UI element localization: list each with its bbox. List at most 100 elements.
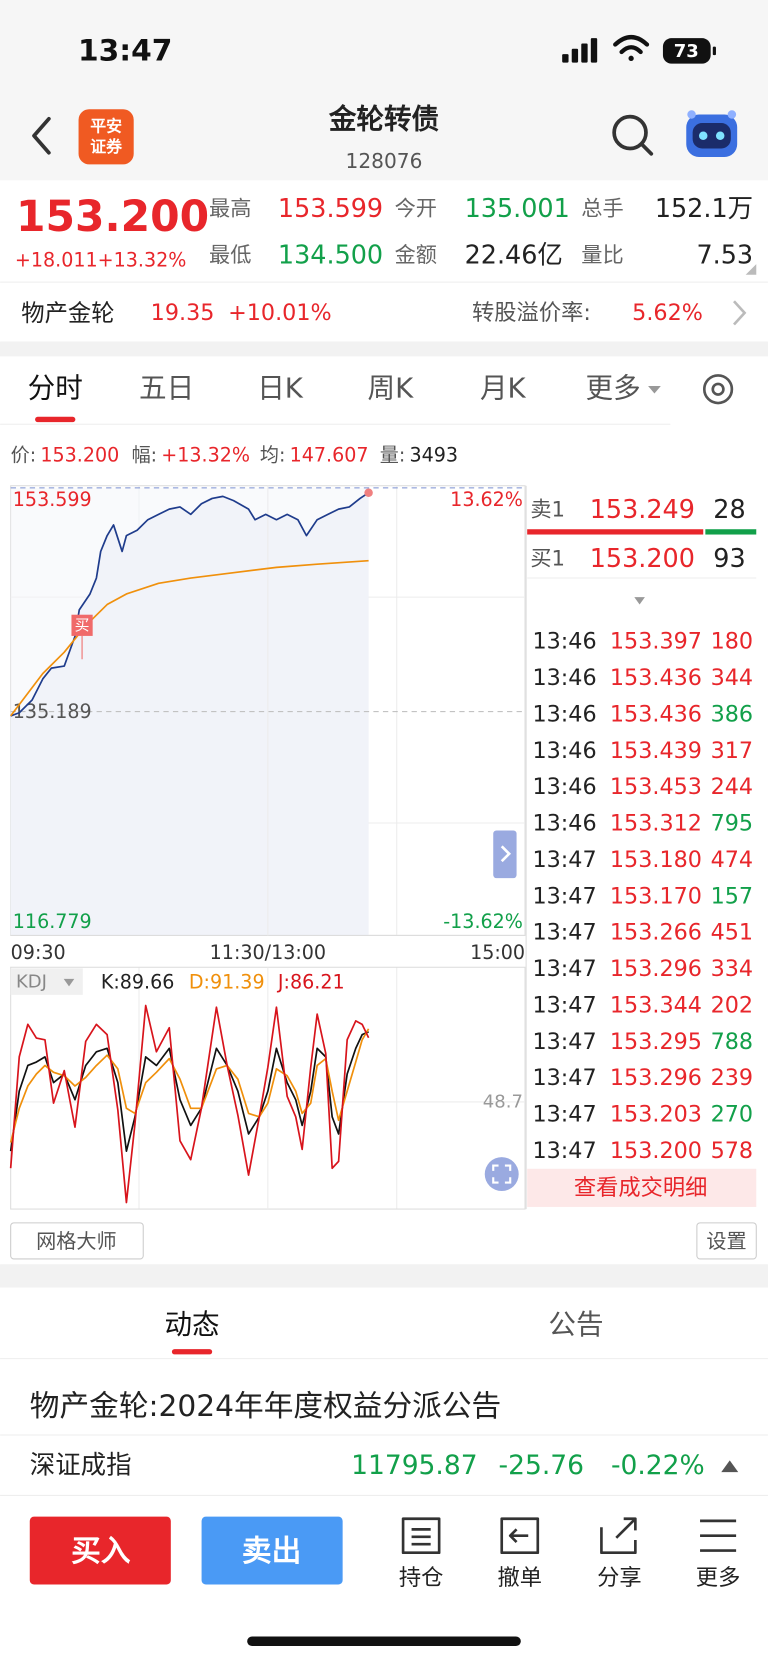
trade-price: 153.203 xyxy=(610,1102,702,1128)
chart-tab[interactable]: 分时 xyxy=(28,372,83,405)
buy-label[interactable]: 买入 xyxy=(71,1534,131,1569)
series-line xyxy=(9,559,369,717)
separator xyxy=(0,1264,768,1288)
battery-level: 73 xyxy=(674,41,699,62)
trade-price: 153.296 xyxy=(610,1065,702,1091)
trade-time: 13:46 xyxy=(532,738,596,764)
chart-tab[interactable]: 更多 xyxy=(586,372,641,405)
fullscreen-button[interactable] xyxy=(484,1157,519,1192)
settings-label[interactable]: 设置 xyxy=(706,1229,746,1253)
tool-label[interactable]: 分享 xyxy=(597,1565,642,1591)
tool-icon[interactable] xyxy=(600,1517,637,1555)
legend-entry: J:86.21 xyxy=(277,971,345,994)
trade-price: 153.180 xyxy=(610,847,702,873)
trade-time: 13:46 xyxy=(532,629,596,655)
tool-icon[interactable] xyxy=(500,1517,540,1555)
trade-time: 13:47 xyxy=(532,883,596,909)
back-button[interactable] xyxy=(32,116,51,155)
sell-label[interactable]: 卖出 xyxy=(242,1534,301,1569)
trades-button[interactable]: 查看成交明细 xyxy=(574,1175,708,1201)
chart-tab[interactable]: 周K xyxy=(368,372,415,405)
trade-volume: 317 xyxy=(711,738,753,764)
tool-label[interactable]: 撤单 xyxy=(497,1565,542,1591)
feed-tab[interactable]: 动态 xyxy=(164,1308,219,1341)
premium-value: 5.62% xyxy=(632,300,703,326)
stat-label: 总手 xyxy=(581,196,623,221)
sell-button[interactable] xyxy=(201,1516,343,1585)
ask-price: 153.249 xyxy=(590,495,695,525)
buy-button[interactable] xyxy=(29,1516,171,1585)
tool-icon[interactable] xyxy=(401,1517,441,1555)
chart-tab[interactable]: 月K xyxy=(480,372,527,405)
trade-time: 13:46 xyxy=(532,665,596,691)
x-tick-label: 11:30/13:00 xyxy=(210,941,326,964)
broker-logo xyxy=(78,109,134,165)
expand-icon[interactable] xyxy=(721,1460,739,1473)
x-tick-label: 09:30 xyxy=(11,941,66,964)
y-tick-label: 135.189 xyxy=(13,700,92,723)
stat-value: 153.599 xyxy=(278,194,383,224)
trade-time: 13:47 xyxy=(532,956,596,982)
trade-price: 153.453 xyxy=(610,774,702,800)
settings-chip[interactable] xyxy=(696,1222,757,1260)
trade-volume: 180 xyxy=(711,629,753,655)
info-label: 量: xyxy=(380,443,406,466)
tool-icon[interactable] xyxy=(700,1519,737,1552)
trade-marker xyxy=(71,614,93,636)
stat-value: 7.53 xyxy=(696,241,753,271)
trade-time: 13:46 xyxy=(532,811,596,837)
ask-depth-bar xyxy=(527,529,704,535)
logo-text: 证券 xyxy=(90,137,123,156)
grid-master-label[interactable]: 网格大师 xyxy=(36,1229,117,1253)
panel-toggle[interactable] xyxy=(493,830,517,879)
underlying-change: +10.01% xyxy=(228,300,332,326)
settings-button[interactable] xyxy=(702,374,734,405)
stat-label: 量比 xyxy=(581,243,623,268)
search-button[interactable] xyxy=(612,114,654,156)
fullscreen-icon xyxy=(492,1164,512,1184)
chevron[interactable] xyxy=(733,300,747,326)
indicator-name[interactable]: KDJ xyxy=(16,972,47,993)
chart-tab[interactable]: 五日 xyxy=(139,372,194,405)
trade-time: 13:47 xyxy=(532,847,596,873)
grid-master-button[interactable] xyxy=(10,1222,144,1260)
price-change-pct: +13.32% xyxy=(98,248,187,271)
tool-label[interactable]: 持仓 xyxy=(399,1565,444,1591)
assistant-button[interactable] xyxy=(686,110,738,157)
trade-time: 13:46 xyxy=(532,701,596,727)
tool-label[interactable]: 更多 xyxy=(696,1565,741,1591)
trade-time: 13:47 xyxy=(532,1029,596,1055)
index-name[interactable]: 深证成指 xyxy=(30,1451,132,1481)
stat-value: 22.46亿 xyxy=(465,241,563,271)
collapse-icon[interactable] xyxy=(634,597,645,605)
trade-volume: 795 xyxy=(711,811,753,837)
trade-time: 13:47 xyxy=(532,920,596,946)
trade-price: 153.439 xyxy=(610,738,702,764)
wifi-icon xyxy=(613,35,650,61)
news-headline[interactable]: 物产金轮:2024年年度权益分派公告 xyxy=(30,1389,502,1424)
tab-indicator xyxy=(35,416,76,423)
trade-time: 13:47 xyxy=(532,1102,596,1128)
info-label: 均: xyxy=(260,443,286,466)
feed-tab[interactable]: 公告 xyxy=(548,1308,603,1341)
trade-volume: 451 xyxy=(711,920,753,946)
stat-label: 最低 xyxy=(209,243,251,268)
bid-price: 153.200 xyxy=(590,544,695,574)
stat-label: 金额 xyxy=(395,243,437,268)
trades-button-bg[interactable] xyxy=(527,1168,757,1207)
y2-tick-label: 13.62% xyxy=(450,488,523,511)
trade-volume: 157 xyxy=(711,883,753,909)
series-line xyxy=(9,1031,369,1152)
underlying-name: 物产金轮 xyxy=(21,299,114,327)
info-value: 147.607 xyxy=(290,443,369,466)
premium-label: 转股溢价率: xyxy=(472,300,591,326)
trade-time: 13:47 xyxy=(532,1138,596,1164)
series-line xyxy=(9,1004,370,1204)
trade-time: 13:46 xyxy=(532,774,596,800)
separator xyxy=(0,341,768,357)
chart-tab[interactable]: 日K xyxy=(257,372,304,405)
info-value: 3493 xyxy=(409,443,458,466)
y-tick-label: 153.599 xyxy=(13,488,92,511)
